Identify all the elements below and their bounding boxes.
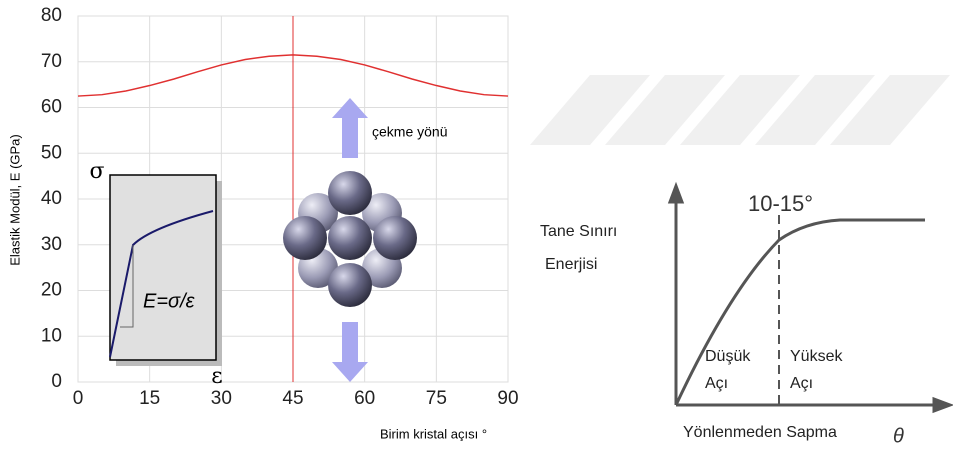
direction-label: çekme yönü xyxy=(372,124,447,140)
region-label: Yüksek xyxy=(790,348,843,365)
y-tick-label: 10 xyxy=(41,325,62,346)
y-tick-label: 60 xyxy=(41,97,62,118)
x-axis-symbol: θ xyxy=(893,425,904,447)
y-axis-label: Elastik Modül, E (GPa) xyxy=(7,134,22,266)
y-tick-label: 20 xyxy=(41,280,62,301)
region-label: Açı xyxy=(790,375,813,392)
x-tick-label: 75 xyxy=(426,388,447,409)
y-tick-label: 0 xyxy=(51,371,62,392)
region-label: Açı xyxy=(705,375,728,392)
y-tick-label: 30 xyxy=(41,234,62,255)
threshold-label: 10-15° xyxy=(748,191,813,216)
figure: 0 10 20 30 40 50 60 70 80 0 15 30 45 60 75 90 σ ε E=σ/ε… xyxy=(0,0,953,451)
y-tick-label: 80 xyxy=(41,5,62,26)
x-tick-label: 0 xyxy=(73,388,84,409)
formula: E=σ/ε xyxy=(143,290,196,312)
y-axis-label: Tane Sınırı xyxy=(540,223,617,240)
x-tick-label: 45 xyxy=(282,388,303,409)
x-tick-label: 15 xyxy=(139,388,160,409)
x-tick-label: 90 xyxy=(497,388,518,409)
y-tick-label: 40 xyxy=(41,188,62,209)
y-tick-label: 70 xyxy=(41,51,62,72)
x-axis-label: Yönlenmeden Sapma xyxy=(683,424,837,441)
y-axis-label: Enerjisi xyxy=(545,256,597,273)
x-tick-label: 30 xyxy=(211,388,232,409)
sigma: σ xyxy=(89,159,104,184)
region-label: Düşük xyxy=(705,348,751,365)
y-tick-label: 50 xyxy=(41,142,62,163)
x-tick-label: 60 xyxy=(354,388,375,409)
epsilon: ε xyxy=(211,364,222,389)
inset-box xyxy=(110,175,216,360)
x-axis-label: Birim kristal açısı ° xyxy=(380,426,487,441)
watermark xyxy=(530,75,950,145)
